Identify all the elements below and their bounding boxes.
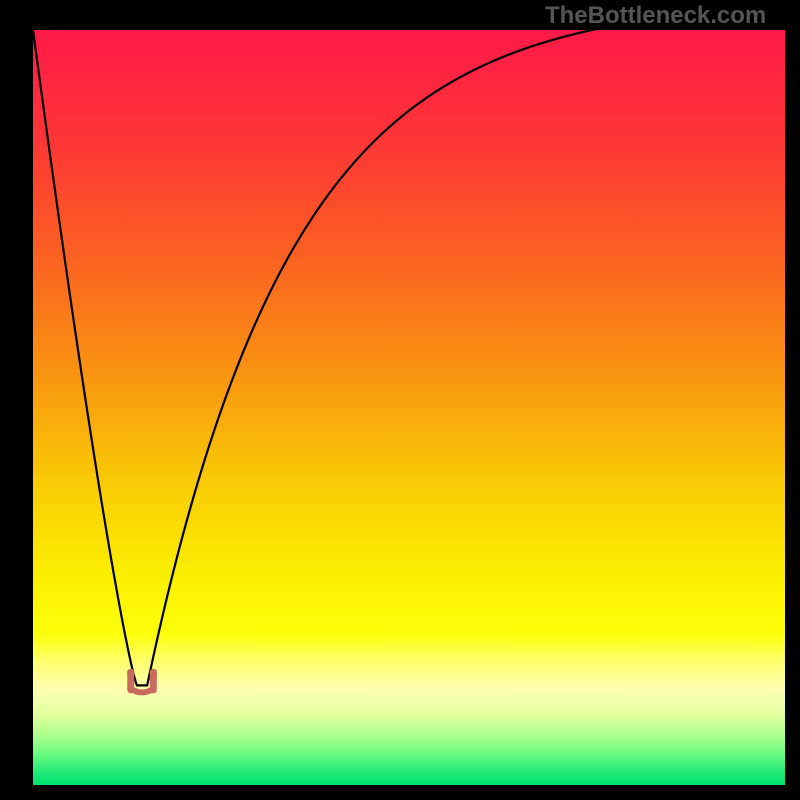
marker-left-dot (127, 669, 135, 677)
gradient-background (33, 30, 785, 785)
plot-area (33, 30, 785, 785)
marker-right-dot (150, 669, 158, 677)
chart-svg (33, 30, 785, 785)
marker-bridge (131, 689, 154, 693)
watermark-text: TheBottleneck.com (545, 2, 766, 30)
